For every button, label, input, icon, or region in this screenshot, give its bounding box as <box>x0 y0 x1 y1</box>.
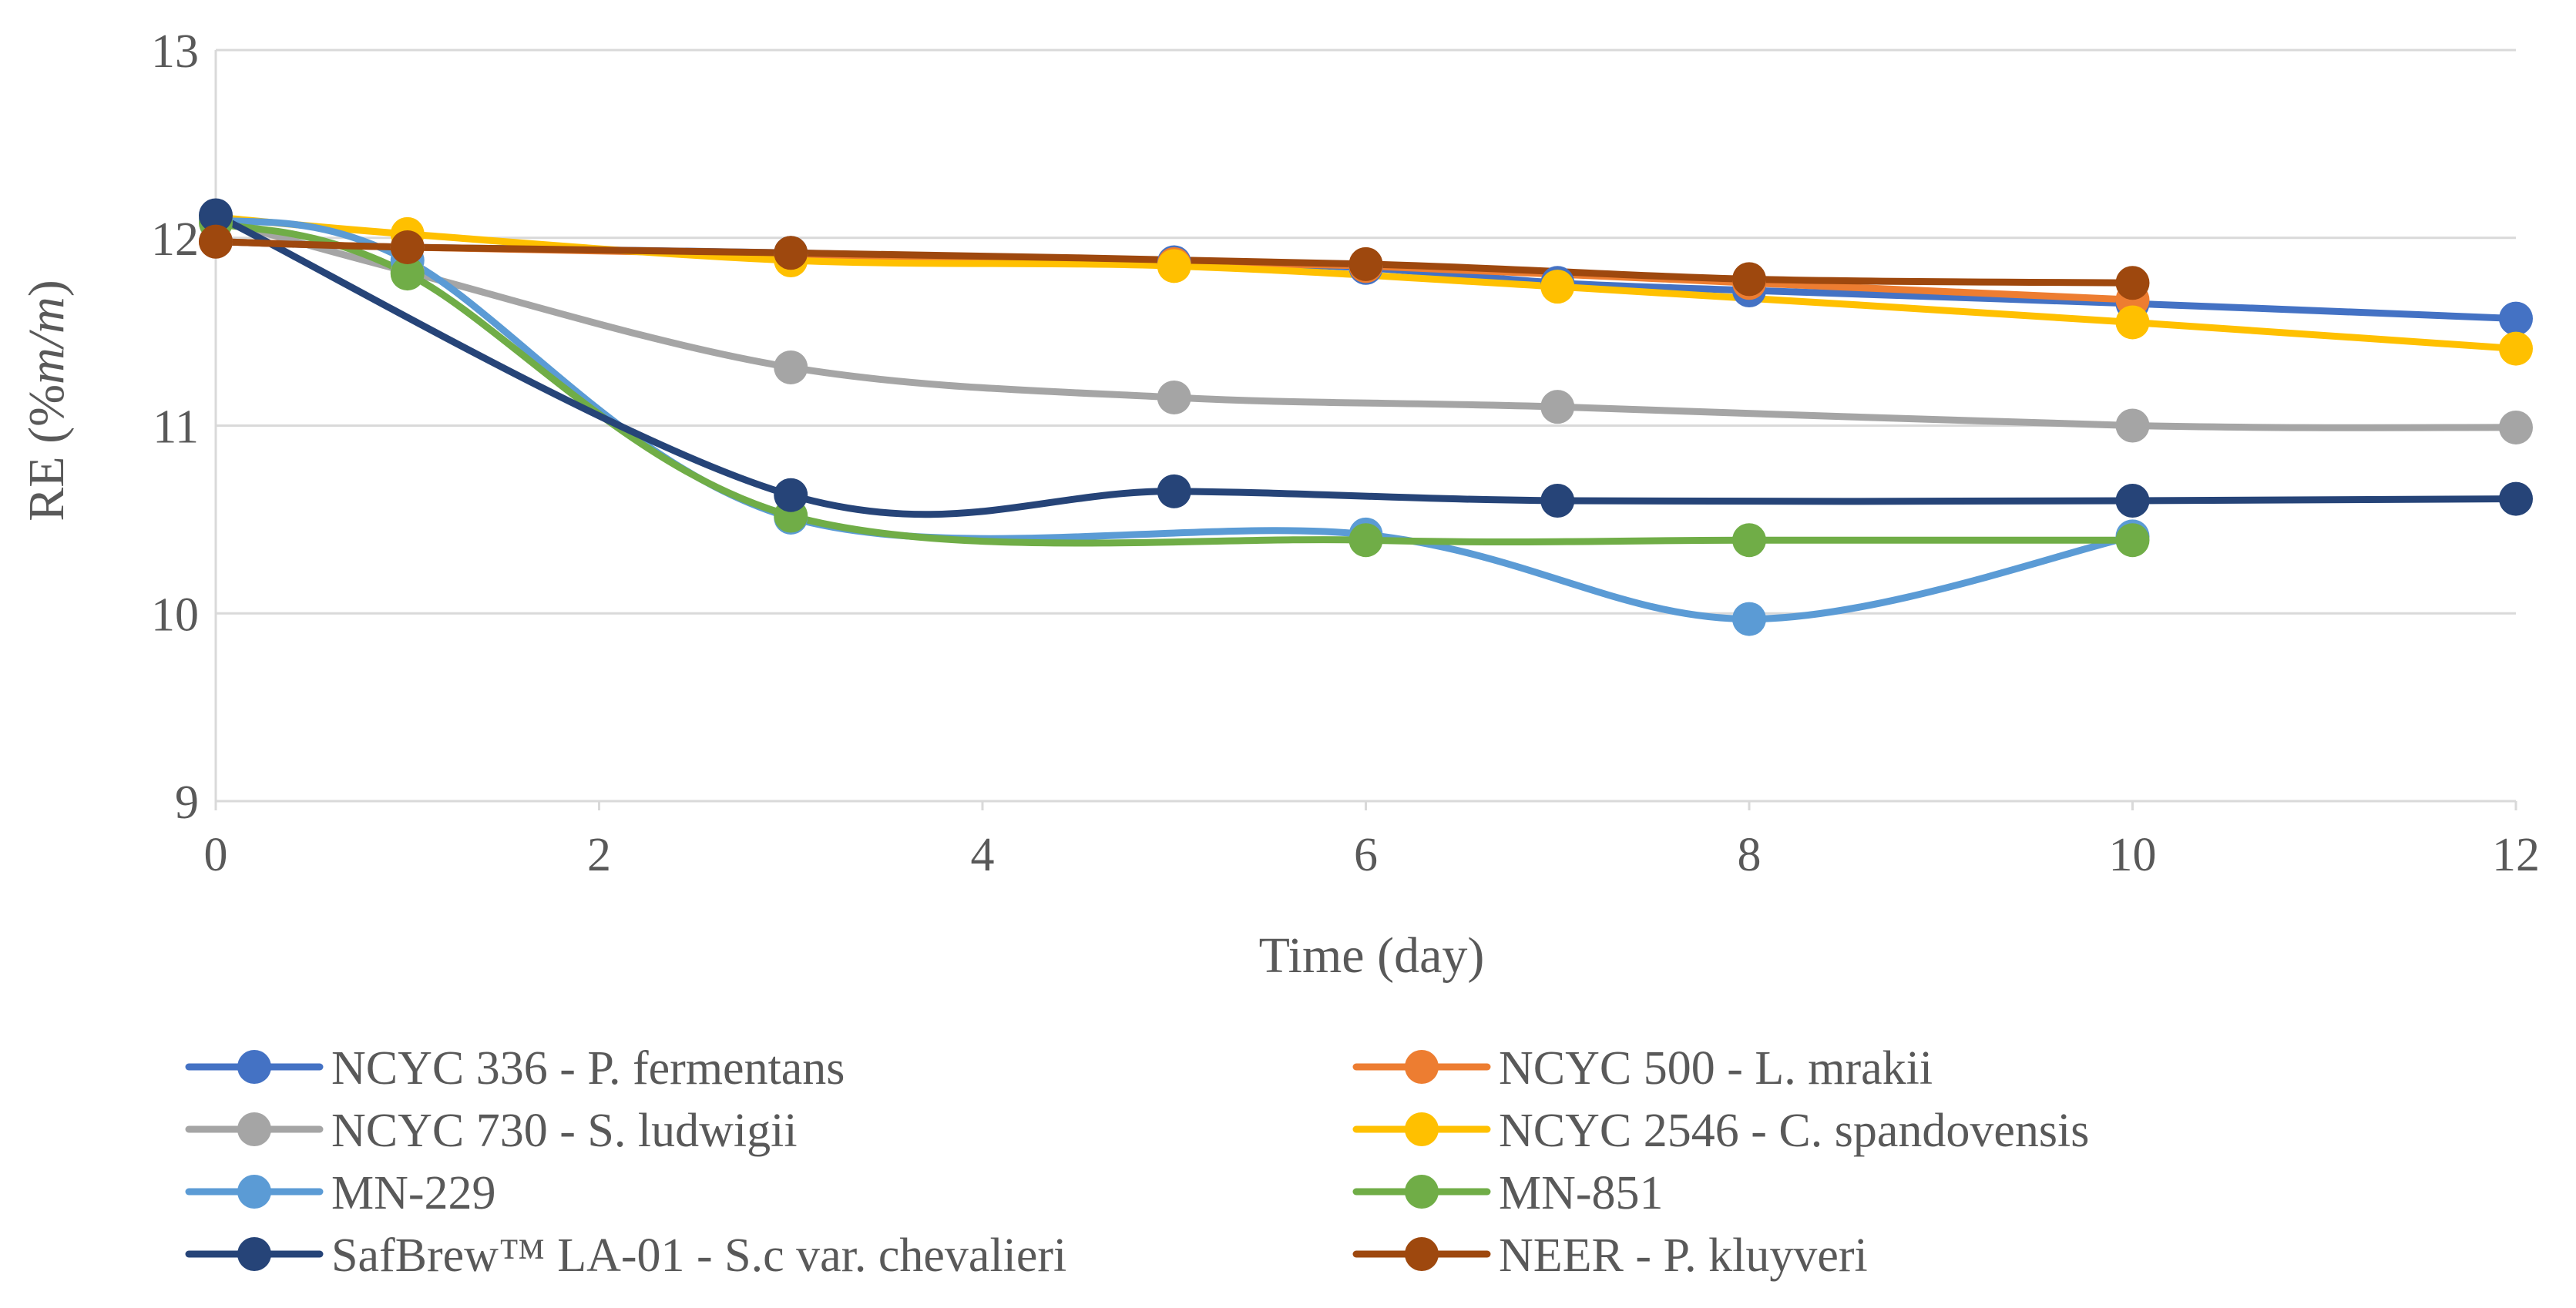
data-point-ncyc-730-s-ludwigii <box>2115 408 2150 443</box>
data-point-mn-229 <box>1732 602 1766 636</box>
legend-swatch-marker <box>1405 1112 1439 1146</box>
legend-swatch-marker <box>1405 1050 1439 1084</box>
y-axis-title-suffix: ) <box>18 280 75 297</box>
y-tick-label: 12 <box>151 213 199 266</box>
legend-item-mn-229: MN-229 <box>185 1167 496 1219</box>
data-point-neer-p-kluyveri <box>774 236 808 270</box>
legend-label: NCYC 336 - P. fermentans <box>331 1042 845 1095</box>
data-point-neer-p-kluyveri <box>390 230 425 264</box>
x-tick-label: 8 <box>1738 829 1762 881</box>
data-point-safbrew-la-01-s-c-var-chevalieri <box>2115 484 2150 518</box>
legend-swatch-marker <box>237 1237 271 1271</box>
data-point-mn-851 <box>1732 523 1766 558</box>
legend-item-safbrew-la-01-s-c-var-chevalieri: SafBrew™ LA-01 - S.c var. chevalieri <box>185 1229 1066 1282</box>
legend-swatch-marker <box>237 1112 271 1146</box>
legend-item-ncyc-500-l-mrakii: NCYC 500 - L. mrakii <box>1352 1042 1933 1095</box>
data-point-neer-p-kluyveri <box>1348 247 1383 281</box>
axes: 9 10 11 12 13 0 2 4 6 8 10 12 <box>151 25 2540 881</box>
legend: NCYC 336 - P. fermentans NCYC 500 - L. mr… <box>185 1042 2089 1282</box>
legend-label: NCYC 500 - L. mrakii <box>1499 1042 1933 1095</box>
legend-label: MN-229 <box>331 1167 496 1219</box>
data-point-ncyc-730-s-ludwigii <box>2499 410 2533 444</box>
legend-label: NCYC 730 - S. ludwigii <box>331 1105 798 1157</box>
series-line-neer-p-kluyveri <box>212 238 2136 287</box>
data-point-ncyc-730-s-ludwigii <box>1157 380 1191 414</box>
data-point-mn-851 <box>1348 523 1383 558</box>
data-point-neer-p-kluyveri <box>199 224 233 259</box>
data-point-mn-851 <box>390 257 425 291</box>
data-point-safbrew-la-01-s-c-var-chevalieri <box>774 478 808 512</box>
y-axis-title-italic: m/m <box>18 297 75 384</box>
y-tick-label: 13 <box>151 25 199 78</box>
legend-label: NCYC 2546 - C. spandovensis <box>1499 1105 2089 1157</box>
legend-swatch-marker <box>237 1175 271 1209</box>
data-point-mn-851 <box>2115 523 2150 558</box>
data-point-ncyc-2546-c-spandovensis <box>1540 270 1575 304</box>
data-point-ncyc-336-p-fermentans <box>2499 301 2533 336</box>
data-point-safbrew-la-01-s-c-var-chevalieri <box>1540 484 1575 518</box>
legend-label: MN-851 <box>1499 1167 1664 1219</box>
legend-item-neer-p-kluyveri: NEER - P. kluyveri <box>1352 1229 1868 1282</box>
x-tick-label: 0 <box>204 829 228 881</box>
data-point-ncyc-2546-c-spandovensis <box>2499 331 2533 366</box>
legend-item-ncyc-336-p-fermentans: NCYC 336 - P. fermentans <box>185 1042 845 1095</box>
y-axis-title: RE (%m/m) <box>18 280 75 521</box>
legend-swatch-marker <box>1405 1237 1439 1271</box>
x-tick-label: 6 <box>1354 829 1378 881</box>
y-tick-label: 11 <box>153 401 199 454</box>
x-axis-title: Time (day) <box>1259 927 1485 984</box>
x-tick-label: 2 <box>587 829 611 881</box>
legend-label: NEER - P. kluyveri <box>1499 1229 1868 1282</box>
data-point-ncyc-2546-c-spandovensis <box>1157 249 1191 283</box>
legend-item-mn-851: MN-851 <box>1352 1167 1664 1219</box>
data-point-neer-p-kluyveri <box>2115 266 2150 300</box>
y-axis-title-prefix: RE (% <box>18 384 75 522</box>
legend-label: SafBrew™ LA-01 - S.c var. chevalieri <box>331 1229 1066 1282</box>
data-point-ncyc-730-s-ludwigii <box>774 350 808 384</box>
data-point-neer-p-kluyveri <box>1732 262 1766 297</box>
x-tick-label: 10 <box>2109 829 2157 881</box>
series-markers <box>199 198 2533 636</box>
y-tick-label: 9 <box>175 776 199 829</box>
data-point-safbrew-la-01-s-c-var-chevalieri <box>2499 481 2533 516</box>
legend-swatch-marker <box>1405 1175 1439 1209</box>
data-point-ncyc-730-s-ludwigii <box>1540 390 1575 424</box>
x-tick-label: 12 <box>2492 829 2540 881</box>
data-point-ncyc-2546-c-spandovensis <box>2115 305 2150 340</box>
legend-swatch-marker <box>237 1050 271 1084</box>
legend-item-ncyc-730-s-ludwigii: NCYC 730 - S. ludwigii <box>185 1105 798 1157</box>
data-point-safbrew-la-01-s-c-var-chevalieri <box>199 198 233 233</box>
x-tick-label: 4 <box>971 829 995 881</box>
y-tick-label: 10 <box>151 589 199 641</box>
series-line-safbrew-la-01-s-c-var-chevalieri <box>212 212 2520 518</box>
legend-item-ncyc-2546-c-spandovensis: NCYC 2546 - C. spandovensis <box>1352 1105 2089 1157</box>
data-point-safbrew-la-01-s-c-var-chevalieri <box>1157 474 1191 508</box>
